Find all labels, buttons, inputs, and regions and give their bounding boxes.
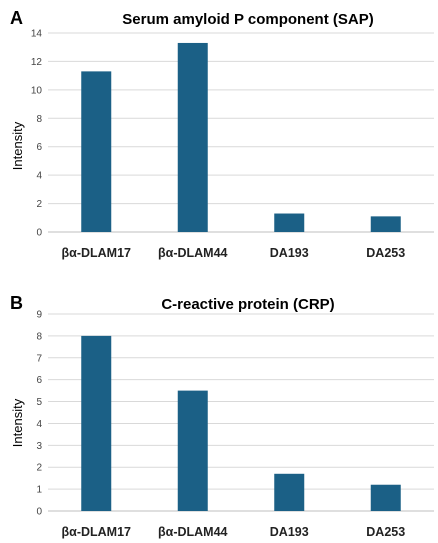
x-category-label: DA253 (366, 525, 405, 539)
bar-2 (177, 390, 208, 511)
y-tick-label: 0 (36, 507, 42, 518)
y-tick-label: 14 (31, 29, 43, 40)
y-tick-label: 2 (36, 199, 42, 210)
y-tick-label: 12 (31, 57, 43, 68)
y-tick-label: 0 (36, 228, 42, 239)
y-axis-label-b: Intensity (10, 398, 25, 447)
y-tick-label: 3 (36, 441, 42, 452)
x-category-label: DA253 (366, 246, 405, 260)
bar-1 (81, 335, 112, 511)
y-tick-label: 7 (36, 353, 42, 364)
x-category-label: βα-DLAM44 (158, 525, 228, 539)
x-categories-b: βα-DLAM17 βα-DLAM44 DA193 DA253 (62, 525, 406, 539)
bars-a (81, 42, 401, 233)
gridlines-b (48, 313, 434, 512)
y-tick-label: 8 (36, 114, 42, 125)
chart-panel-a: A Serum amyloid P component (SAP) Intens… (10, 8, 434, 260)
y-tick-label: 4 (36, 419, 42, 430)
panel-letter-a: A (10, 8, 23, 28)
y-tick-label: 10 (31, 85, 43, 96)
chart-title-b: C-reactive protein (CRP) (161, 296, 334, 313)
x-category-label: DA193 (270, 525, 309, 539)
y-tick-label: 4 (36, 171, 42, 182)
y-tick-label: 2 (36, 463, 42, 474)
bars-b (81, 335, 401, 511)
x-categories-a: βα-DLAM17 βα-DLAM44 DA193 DA253 (62, 246, 406, 260)
bar-3 (274, 213, 305, 232)
bar-4 (370, 216, 401, 232)
bar-2 (177, 42, 208, 233)
bar-4 (370, 484, 401, 511)
y-tick-label: 6 (36, 142, 42, 153)
panel-letter-b: B (10, 293, 23, 313)
chart-title-a: Serum amyloid P component (SAP) (122, 11, 373, 28)
y-tick-label: 1 (36, 485, 42, 496)
y-tick-label: 8 (36, 331, 42, 342)
y-tick-label: 5 (36, 397, 42, 408)
x-category-label: βα-DLAM17 (62, 525, 132, 539)
bar-1 (81, 71, 112, 232)
y-ticks-b: 0 1 2 3 4 5 6 7 8 9 (36, 310, 42, 518)
x-category-label: DA193 (270, 246, 309, 260)
gridlines-a (48, 32, 434, 233)
chart-panel-b: B C-reactive protein (CRP) Intensity 0 1 2… (10, 293, 434, 539)
y-tick-label: 9 (36, 310, 42, 321)
bar-3 (274, 473, 305, 511)
y-axis-label-a: Intensity (10, 121, 25, 170)
y-ticks-a: 0 2 4 6 8 10 12 14 (31, 29, 43, 239)
x-category-label: βα-DLAM44 (158, 246, 228, 260)
y-tick-label: 6 (36, 375, 42, 386)
x-category-label: βα-DLAM17 (62, 246, 132, 260)
